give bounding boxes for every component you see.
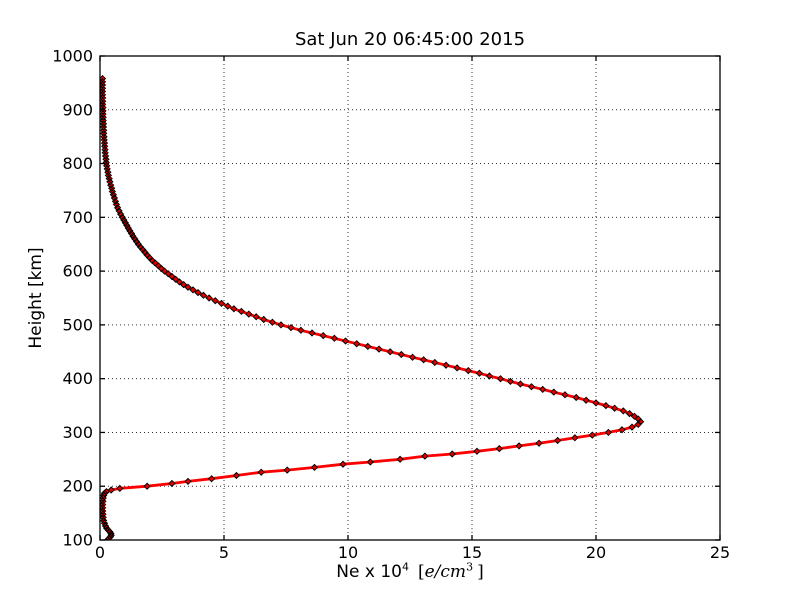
y-tick-label: 600 (62, 262, 93, 281)
x-axis-label: Ne x 104 [e/cm3] (100, 560, 720, 584)
gridlines (100, 56, 720, 540)
y-tick-label: 800 (62, 154, 93, 173)
axis-ticks (99, 55, 721, 541)
x-tick-label: 20 (586, 543, 606, 562)
x-axis-label-exponent: 4 (401, 560, 409, 574)
y-axis-label: Height [km] (26, 247, 46, 349)
x-axis-label-prefix: Ne x 10 (336, 562, 402, 582)
x-tick-label: 15 (462, 543, 482, 562)
y-tick-label: 300 (62, 423, 93, 442)
y-tick-label: 400 (62, 369, 93, 388)
series-group (100, 74, 645, 540)
x-axis-unit-open-bracket: [ (417, 562, 425, 582)
y-tick-label: 200 (62, 477, 93, 496)
x-axis-unit-close-bracket: ] (477, 562, 484, 582)
x-tick-label: 5 (219, 543, 229, 562)
plot-border (99, 55, 721, 541)
x-axis-unit-body: e/cm (424, 562, 467, 582)
y-tick-label: 1000 (52, 47, 93, 66)
y-tick-label: 100 (62, 531, 93, 550)
chart-title: Sat Jun 20 06:45:00 2015 (294, 29, 526, 50)
y-tick-labels: 100 200 300 400 500 600 700 800 900 1000 (52, 47, 93, 550)
x-tick-label: 0 (95, 543, 105, 562)
y-tick-label: 500 (62, 315, 93, 334)
x-tick-labels: 0 5 10 15 20 25 (95, 543, 730, 562)
x-tick-label: 25 (710, 543, 730, 562)
x-tick-label: 10 (338, 543, 358, 562)
y-tick-label: 900 (62, 100, 93, 119)
ne-profile-line (101, 78, 642, 540)
y-tick-label: 700 (62, 208, 93, 227)
ne-profile-markers (100, 74, 645, 540)
x-axis-unit-exponent: 3 (466, 560, 474, 574)
